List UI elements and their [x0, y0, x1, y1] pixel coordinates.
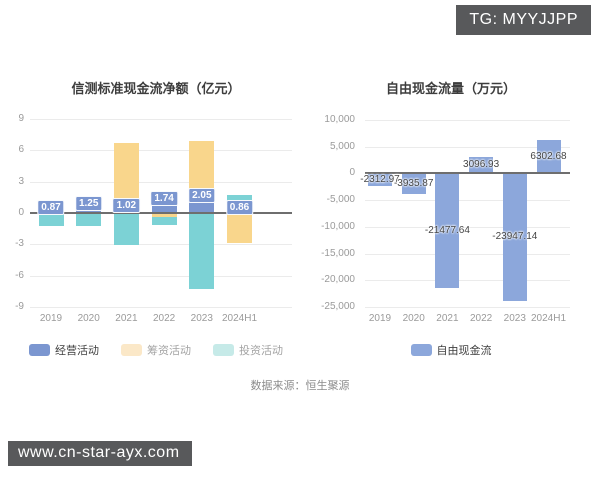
- gridline: [365, 200, 570, 202]
- bar-2020-投资活动: [76, 213, 102, 226]
- y-tick-label: -15,000: [321, 247, 355, 259]
- value-label: 2.05: [188, 187, 216, 203]
- bar-2021-自由现金流: [435, 173, 460, 289]
- y-tick-label: 0: [349, 167, 355, 179]
- bar-2019-投资活动: [38, 213, 64, 227]
- legend: 经营活动 筹资活动 投资活动: [8, 342, 304, 358]
- legend-label: 筹资活动: [147, 345, 191, 357]
- y-tick-label: -10,000: [321, 220, 355, 232]
- x-axis-label-2022: 2022: [469, 313, 493, 324]
- gridline: [30, 244, 292, 246]
- y-tick-label: -9: [15, 301, 24, 312]
- gridline: [365, 146, 570, 148]
- x-axis-label-2022: 2022: [152, 313, 176, 324]
- plot-area: 0.87 1.25 1.02 1.74 2.05 0.86: [30, 119, 292, 308]
- value-label: -2312.97: [360, 173, 400, 185]
- x-axis-label-2021: 2021: [436, 313, 459, 324]
- gridline: [30, 275, 292, 277]
- y-tick-label: -3: [15, 238, 24, 250]
- operating-cashflow-chart: 信测标准现金流净额（亿元） 9 6 3 0 -3 -6 -9 0.87 1.25 1.02 1.7…: [8, 66, 304, 376]
- data-source-text: 数据来源：恒生聚源: [250, 380, 350, 392]
- gridline: [365, 280, 570, 282]
- zero-line: [30, 212, 292, 214]
- value-label: -23947.14: [492, 231, 538, 243]
- y-tick-label: 9: [18, 113, 24, 124]
- gridline: [30, 119, 292, 120]
- y-tick-label: 6: [18, 144, 24, 156]
- gridline: [30, 181, 292, 183]
- x-axis-label-2024H1: 2024H1: [530, 313, 567, 324]
- y-tick-label: -20,000: [321, 274, 355, 286]
- legend-swatch: [410, 344, 432, 356]
- tg-badge: TG: MYYJJPP: [456, 5, 591, 35]
- value-label: -21477.64: [424, 224, 470, 236]
- gridline: [365, 307, 570, 308]
- site-watermark: www.cn-star-ayx.com: [8, 441, 192, 466]
- legend-swatch: [29, 344, 50, 356]
- x-axis-label-2020: 2020: [402, 313, 425, 324]
- value-label: 1.25: [74, 195, 103, 211]
- gridline: [365, 226, 570, 228]
- legend-label: 自由现金流: [436, 345, 492, 357]
- legend: 自由现金流: [315, 342, 587, 358]
- bar-2024H1-筹资活动: [227, 213, 252, 243]
- bar-2021-筹资活动: [113, 142, 139, 203]
- y-tick-label: 5,000: [329, 140, 355, 152]
- chart-title: 信测标准现金流净额（亿元）: [71, 81, 241, 96]
- x-axis-label-2021: 2021: [115, 313, 138, 324]
- y-tick-label: 3: [18, 175, 24, 187]
- value-label: 1.02: [112, 198, 141, 214]
- y-tick-label: 10,000: [324, 114, 355, 125]
- value-label: 1.74: [150, 190, 178, 206]
- free-cashflow-chart: 自由现金流量（万元） 10,000 5,000 0 -5,000 -10,000 -15,…: [315, 66, 587, 376]
- value-label: 6302.68: [530, 150, 567, 162]
- x-axis-label-2019: 2019: [39, 313, 63, 324]
- zero-line: [365, 172, 570, 175]
- gridline: [365, 253, 570, 255]
- chart-title: 自由现金流量（万元）: [385, 81, 516, 96]
- x-axis-label-2024H1: 2024H1: [221, 313, 258, 324]
- bar-2023-筹资活动: [189, 141, 215, 192]
- x-axis-label-2023: 2023: [503, 313, 526, 324]
- y-tick-label: -5,000: [326, 194, 355, 206]
- legend-item-自由现金流[interactable]: 自由现金流: [410, 342, 492, 358]
- x-axis: 2019 2020 2021 2022 2023 2024H1: [30, 313, 292, 327]
- value-label: 0.87: [37, 199, 65, 215]
- x-axis: 2019 2020 2021 2022 2023 2024H1: [365, 313, 570, 327]
- bar-2019-自由现金流: [368, 173, 392, 186]
- value-label: -3935.87: [393, 177, 434, 189]
- y-tick-label: 0: [18, 207, 24, 218]
- bar-2024H1-投资活动: [227, 194, 252, 204]
- gridline: [30, 150, 292, 152]
- bar-2020-自由现金流: [401, 173, 426, 195]
- y-axis: 10,000 5,000 0 -5,000 -10,000 -15,000 -20,000 -…: [315, 114, 355, 312]
- y-axis: 9 6 3 0 -3 -6 -9: [8, 113, 24, 312]
- bar-2024H1-自由现金流: [536, 139, 561, 174]
- value-label: 0.86: [225, 200, 254, 216]
- legend-item-投资活动[interactable]: 投资活动: [213, 342, 283, 358]
- bar-2022-自由现金流: [469, 156, 494, 174]
- gridline: [365, 120, 570, 121]
- x-axis-label-2020: 2020: [77, 313, 100, 324]
- legend-swatch: [121, 344, 142, 356]
- legend-label: 投资活动: [239, 345, 283, 357]
- bar-2023-投资活动: [189, 213, 215, 290]
- bar-2023-自由现金流: [502, 173, 527, 302]
- x-axis-label-2023: 2023: [190, 313, 213, 324]
- x-axis-label-2019: 2019: [368, 313, 392, 324]
- legend-label: 经营活动: [55, 345, 99, 357]
- bar-2022-投资活动: [151, 216, 177, 225]
- legend-item-经营活动[interactable]: 经营活动: [29, 342, 99, 358]
- y-tick-label: -6: [15, 269, 24, 281]
- y-tick-label: -25,000: [321, 301, 355, 312]
- value-label: 3096.93: [463, 159, 500, 171]
- bar-2022-筹资活动: [151, 213, 177, 217]
- legend-swatch: [213, 344, 234, 356]
- gridline: [30, 307, 292, 308]
- plot-area: -2312.97 -3935.87 -21477.64 3096.93 -23947.1…: [360, 120, 570, 308]
- bar-2021-投资活动: [113, 213, 139, 246]
- legend-item-筹资活动[interactable]: 筹资活动: [121, 342, 191, 358]
